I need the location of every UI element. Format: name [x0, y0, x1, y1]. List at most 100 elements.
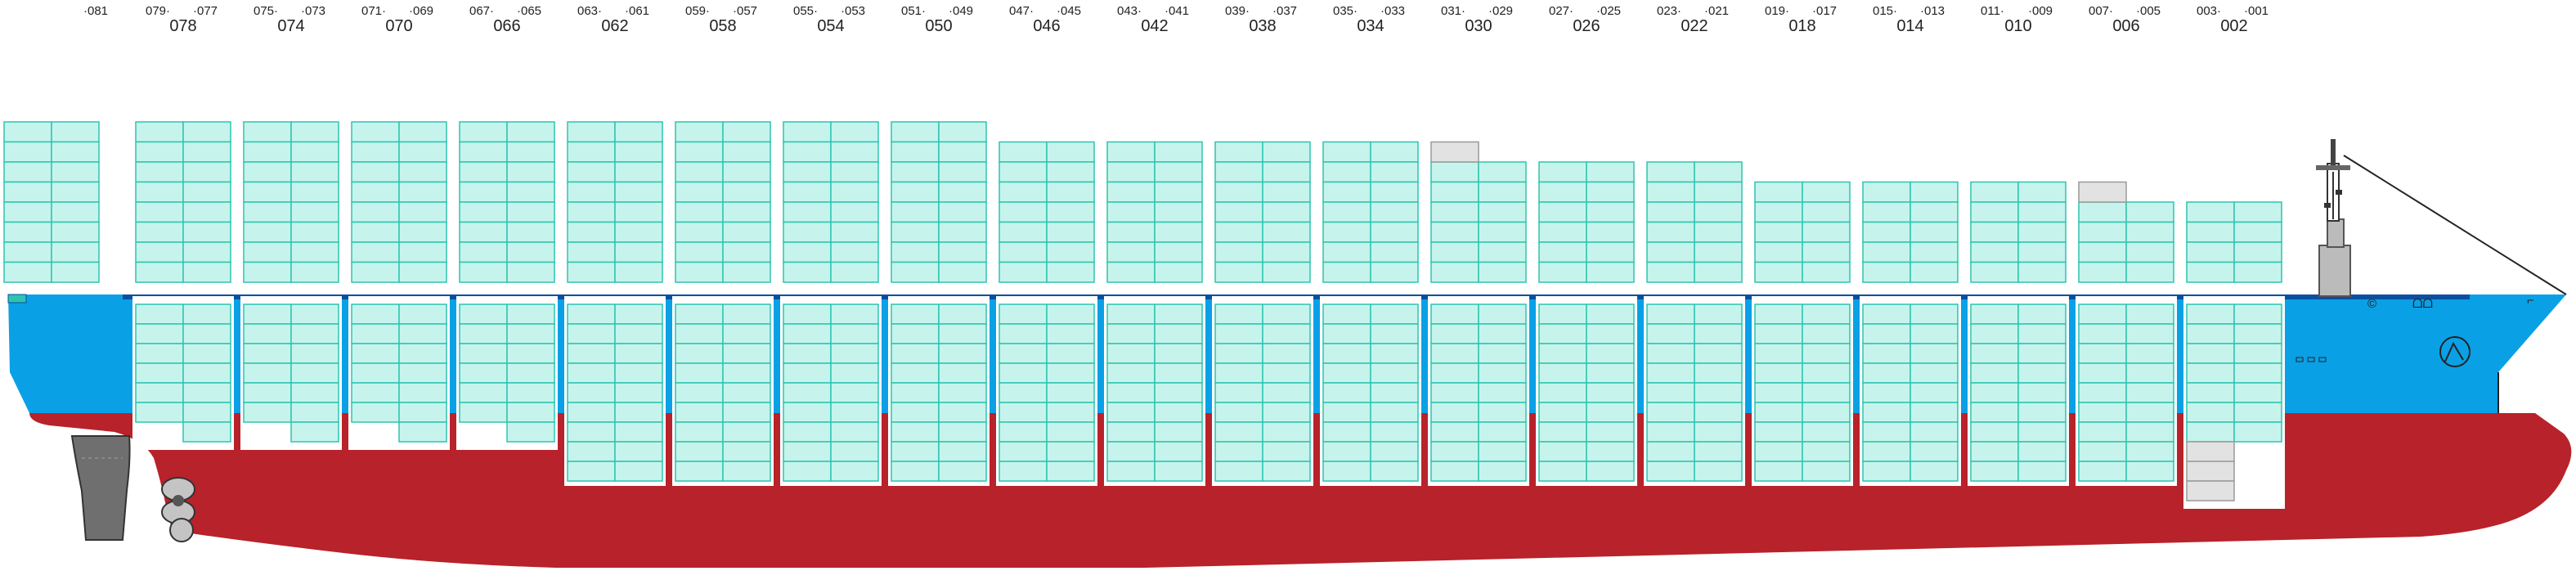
hold-stack-18 — [1970, 303, 2067, 482]
container-slot — [1694, 303, 1743, 325]
container-slot — [830, 362, 879, 384]
container-slot — [614, 181, 663, 203]
container-slot — [1370, 201, 1419, 223]
draft-mark: © — [2367, 297, 2376, 311]
container-slot — [1802, 362, 1851, 384]
container-slot — [675, 441, 724, 462]
container-slot — [1586, 362, 1635, 384]
hold-stack-15 — [1646, 303, 1743, 482]
container-slot — [290, 201, 339, 223]
container-slot — [1862, 441, 1911, 462]
bay-label-fwd: ·025 — [1596, 4, 1621, 18]
deck-stack-8 — [891, 121, 987, 283]
container-slot — [614, 461, 663, 482]
container-slot — [398, 221, 447, 243]
container-slot — [1046, 201, 1095, 223]
container-slot — [1694, 402, 1743, 423]
container-slot — [459, 382, 508, 403]
container-slot — [1106, 461, 1156, 482]
container-slot — [1754, 181, 1803, 203]
container-slot — [243, 303, 292, 325]
bay-label-fwd: ·045 — [1057, 4, 1081, 18]
hatch-cover — [672, 296, 774, 303]
container-slot — [614, 382, 663, 403]
bay-label-40ft: 074 — [277, 17, 304, 35]
container-slot — [1214, 441, 1263, 462]
container-slot — [567, 141, 616, 163]
container-slot — [351, 362, 400, 384]
container-slot — [1262, 402, 1311, 423]
deck-stack-20 — [2186, 201, 2282, 283]
container-slot — [938, 382, 987, 403]
empty-deck-slot — [2078, 181, 2127, 203]
container-slot — [1046, 221, 1095, 243]
container-slot — [1802, 181, 1851, 203]
container-slot — [830, 382, 879, 403]
container-slot — [2017, 201, 2067, 223]
container-slot — [1214, 421, 1263, 443]
container-slot — [1262, 303, 1311, 325]
bay-label-fwd: ·037 — [1272, 4, 1297, 18]
container-slot — [891, 181, 940, 203]
container-slot — [567, 221, 616, 243]
container-slot — [398, 323, 447, 344]
bay-label-fwd: ·009 — [2028, 4, 2053, 18]
container-slot — [51, 241, 100, 263]
container-slot — [1046, 141, 1095, 163]
bay-label-fwd: ·001 — [2244, 4, 2269, 18]
container-slot — [1478, 221, 1527, 243]
bay-label-40ft: 078 — [169, 17, 196, 35]
container-slot — [2186, 241, 2235, 263]
container-slot — [459, 402, 508, 423]
bay-label-fwd: ·081 — [83, 4, 108, 18]
container-slot — [2233, 221, 2282, 243]
container-slot — [1214, 181, 1263, 203]
container-slot — [290, 303, 339, 325]
container-slot — [830, 303, 879, 325]
container-slot — [1910, 362, 1959, 384]
container-slot — [999, 382, 1048, 403]
bay-label-aft: 027· — [1549, 4, 1573, 18]
container-slot — [51, 121, 100, 143]
container-slot — [1586, 241, 1635, 263]
container-slot — [1802, 461, 1851, 482]
hatch-cover — [780, 296, 882, 303]
container-slot — [182, 323, 231, 344]
bay-label-aft: 063· — [577, 4, 602, 18]
container-slot — [1910, 382, 1959, 403]
deck-stack-18 — [1970, 181, 2067, 283]
bay-label-40ft: 022 — [1681, 17, 1708, 35]
container-slot — [1478, 241, 1527, 263]
container-slot — [1430, 303, 1479, 325]
container-slot — [1370, 461, 1419, 482]
bay-label-40ft: 066 — [493, 17, 520, 35]
container-slot — [1970, 303, 2019, 325]
container-slot — [1862, 241, 1911, 263]
container-slot — [1970, 241, 2019, 263]
container-slot — [1046, 323, 1095, 344]
container-slot — [506, 181, 555, 203]
bay-label-40ft: 026 — [1573, 17, 1600, 35]
container-slot — [459, 323, 508, 344]
container-slot — [243, 141, 292, 163]
container-slot — [830, 343, 879, 364]
hatch-cover — [132, 296, 234, 303]
container-slot — [675, 461, 724, 482]
container-slot — [506, 402, 555, 423]
propeller-icon — [161, 477, 195, 542]
container-slot — [2186, 261, 2235, 283]
container-slot — [1478, 181, 1527, 203]
container-slot — [1802, 303, 1851, 325]
container-slot — [1538, 323, 1587, 344]
container-slot — [1322, 161, 1371, 183]
container-slot — [938, 121, 987, 143]
container-slot — [290, 323, 339, 344]
bay-label-aft: 011· — [1981, 4, 2004, 18]
container-slot — [2186, 201, 2235, 223]
hatch-cover — [240, 296, 342, 303]
container-slot — [783, 382, 832, 403]
bay-label-40ft: 058 — [709, 17, 736, 35]
container-slot — [243, 261, 292, 283]
deck-stack-4 — [459, 121, 555, 283]
container-slot — [1910, 201, 1959, 223]
